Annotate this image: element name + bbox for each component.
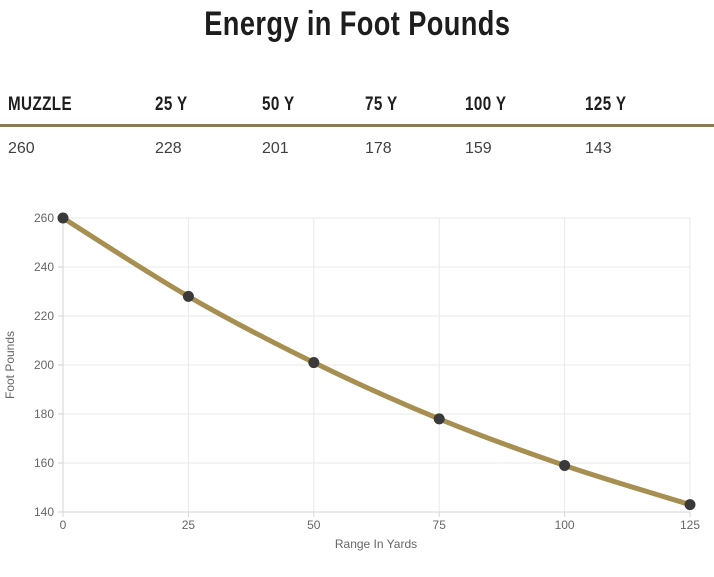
svg-text:0: 0 <box>60 518 67 532</box>
data-point <box>684 499 696 511</box>
svg-text:160: 160 <box>34 456 54 470</box>
energy-table: MUZZLE 25 Y 50 Y 75 Y 100 Y 125 Y 260 228 201 17… <box>0 85 714 158</box>
svg-text:50: 50 <box>307 518 321 532</box>
table-header-label: 75 Y <box>365 94 398 115</box>
table-header-label: 25 Y <box>155 94 188 115</box>
table-value-cell: 260 <box>8 140 35 157</box>
table-value-cell: 201 <box>262 140 289 157</box>
chart-container: 140 160 180 200 220 240 260 0 25 50 75 100 125 Foot … <box>0 191 714 577</box>
data-point <box>57 212 69 224</box>
data-series <box>57 212 696 511</box>
table-header-label: 100 Y <box>465 94 507 115</box>
energy-chart: 140 160 180 200 220 240 260 0 25 50 75 100 125 Foot … <box>3 211 700 551</box>
data-point <box>182 290 194 302</box>
table-value-cell: 143 <box>585 140 612 157</box>
svg-text:260: 260 <box>34 211 54 225</box>
gridlines <box>62 217 691 513</box>
axes <box>58 217 691 517</box>
table-header-label: 50 Y <box>262 94 295 115</box>
x-axis-title: Range In Yards <box>335 537 417 551</box>
y-axis-title: Foot Pounds <box>3 331 17 399</box>
svg-text:180: 180 <box>34 407 54 421</box>
table-header-cell: MUZZLE <box>0 85 147 127</box>
svg-text:140: 140 <box>34 505 54 519</box>
svg-text:220: 220 <box>34 309 54 323</box>
table-header-cell: 125 Y <box>577 85 714 127</box>
energy-line <box>60 215 693 508</box>
table-value-cell: 178 <box>365 140 392 157</box>
table-header-label: MUZZLE <box>8 94 73 115</box>
data-point <box>433 413 445 425</box>
table-header-cell: 75 Y <box>357 85 457 127</box>
table-header-cell: 25 Y <box>147 85 254 127</box>
table-header-cell: 100 Y <box>457 85 577 127</box>
table-header-label: 125 Y <box>585 94 627 115</box>
svg-text:25: 25 <box>182 518 196 532</box>
page-title: Energy in Foot Pounds <box>0 0 714 41</box>
table-value-cell: 159 <box>465 140 492 157</box>
tick-labels: 140 160 180 200 220 240 260 0 25 50 75 100 125 <box>34 211 700 532</box>
table-value-row: 260 228 201 178 159 143 <box>0 126 714 159</box>
data-point <box>559 459 571 471</box>
svg-text:125: 125 <box>680 518 700 532</box>
table-value-cell: 228 <box>155 140 182 157</box>
svg-text:200: 200 <box>34 358 54 372</box>
svg-text:100: 100 <box>555 518 575 532</box>
svg-text:75: 75 <box>433 518 447 532</box>
table-header-cell: 50 Y <box>254 85 357 127</box>
data-point <box>308 357 320 369</box>
table-header-row: MUZZLE 25 Y 50 Y 75 Y 100 Y 125 Y <box>0 85 714 127</box>
svg-text:240: 240 <box>34 260 54 274</box>
page-title-text: Energy in Foot Pounds <box>203 5 511 43</box>
